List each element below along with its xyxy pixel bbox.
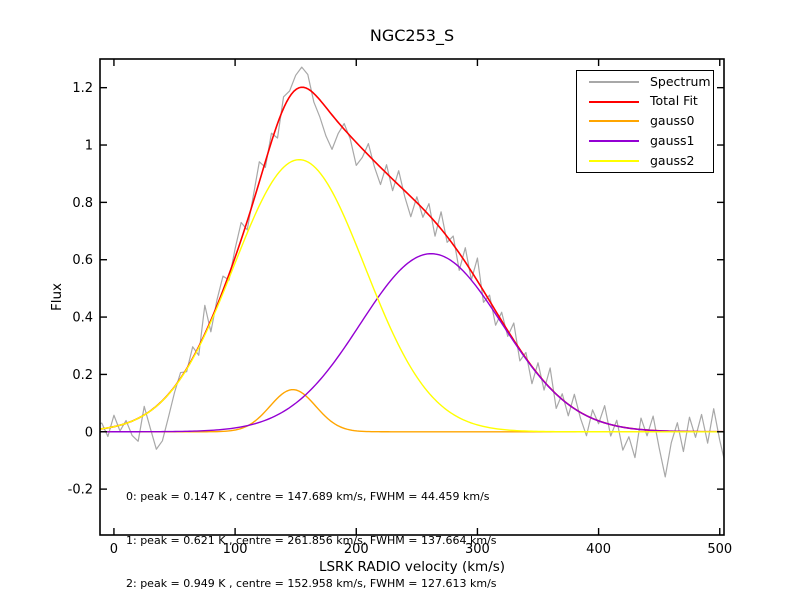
x-tick-label-5: 500 [707, 542, 732, 557]
y-tick-label-1: 0 [85, 425, 93, 440]
y-axis-label: Flux [49, 282, 65, 312]
y-tick-label-0: -0.2 [68, 483, 93, 498]
spectrum-line [100, 66, 724, 478]
legend-entry-gauss1: gauss1 [577, 132, 713, 150]
legend-entry-gauss0: gauss0 [577, 112, 713, 130]
legend-label-0: Spectrum [650, 73, 711, 89]
x-tick-label-2: 200 [344, 542, 369, 557]
legend: Spectrum Total Fit gauss0 gauss1 gauss2 [576, 70, 714, 173]
legend-label-2: gauss0 [650, 113, 695, 129]
y-tick-label-7: 1.2 [72, 81, 93, 96]
x-tick-label-1: 100 [223, 542, 248, 557]
x-tick-label-3: 300 [465, 542, 490, 557]
fit-annotation-line-1: 1: peak = 0.621 K , centre = 261.856 km/… [126, 533, 497, 547]
legend-line-sample-4 [589, 160, 639, 163]
legend-line-sample-1 [589, 100, 639, 103]
chart-title: NGC253_S [369, 26, 455, 45]
legend-entry-spectrum: Spectrum [577, 73, 713, 91]
fit-annotation-line-0: 0: peak = 0.147 K , centre = 147.689 km/… [126, 490, 490, 503]
legend-label-4: gauss2 [650, 152, 695, 168]
gauss2-line [100, 158, 723, 433]
legend-label-3: gauss1 [650, 133, 695, 149]
legend-entry-gauss2: gauss2 [577, 152, 713, 170]
legend-label-1: Total Fit [650, 93, 698, 109]
legend-entry-total-fit: Total Fit [577, 93, 713, 111]
y-tick-label-6: 1 [85, 139, 93, 154]
y-tick-label-5: 0.8 [72, 196, 93, 211]
gauss1-line [100, 253, 723, 433]
x-tick-label-0: 0 [110, 542, 118, 557]
gauss0-line [100, 388, 723, 433]
fit-annotation-line-2: 2: peak = 0.949 K , centre = 152.958 km/… [126, 577, 497, 590]
legend-line-sample-0 [589, 80, 639, 83]
fit-annotation: 0: peak = 0.147 K , centre = 147.689 km/… [126, 461, 497, 606]
axes-frame [99, 58, 725, 536]
x-axis-label: LSRK RADIO velocity (km/s) [318, 559, 506, 575]
x-tick-label-4: 400 [586, 542, 611, 557]
y-tick-label-2: 0.2 [72, 368, 93, 383]
y-tick-label-4: 0.6 [72, 253, 93, 268]
y-tick-label-3: 0.4 [72, 311, 93, 326]
legend-line-sample-2 [589, 120, 639, 123]
legend-line-sample-3 [589, 140, 639, 143]
